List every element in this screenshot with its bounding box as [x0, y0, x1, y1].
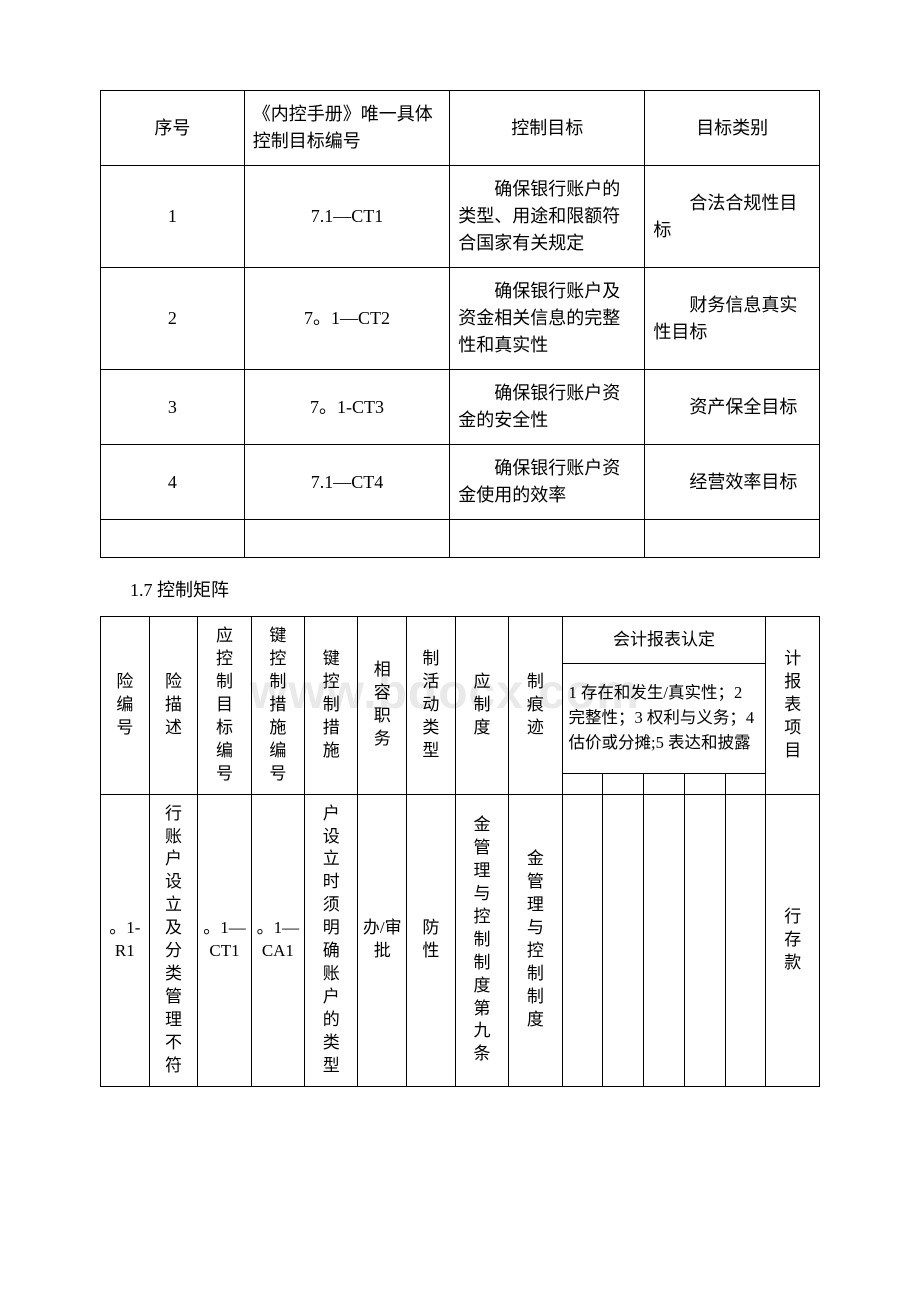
- table-empty-row: [101, 520, 820, 558]
- cell-code: 7.1—CT1: [244, 166, 449, 268]
- header-measure-no: 键控制措施编号: [251, 617, 304, 795]
- cell-assert-4: [684, 794, 725, 1086]
- header-risk-no: 险编号: [101, 617, 150, 795]
- header-duty: 相容职务: [358, 617, 407, 795]
- control-targets-table: 序号 《内控手册》唯一具体控制目标编号 控制目标 目标类别 1 7.1—CT1 …: [100, 90, 820, 558]
- cell-code: 7.1—CT4: [244, 445, 449, 520]
- cell-assert-1: [562, 794, 603, 1086]
- cell-target: 确保银行账户的类型、用途和限额符合国家有关规定: [450, 166, 645, 268]
- cell-category: 经营效率目标: [645, 445, 820, 520]
- cell-target: 确保银行账户资金的安全性: [450, 370, 645, 445]
- cell-target: 确保银行账户资金使用的效率: [450, 445, 645, 520]
- header-trace: 制痕迹: [509, 617, 562, 795]
- header-risk-desc: 险描述: [149, 617, 198, 795]
- cell-system: 金管理与控制制度第九条: [455, 794, 508, 1086]
- header-assertion-group: 会计报表认定: [562, 617, 766, 664]
- table-row: 2 7。1—CT2 确保银行账户及资金相关信息的完整性和真实性 财务信息真实性目…: [101, 268, 820, 370]
- cell-report-item: 行存款: [766, 794, 820, 1086]
- matrix-data-row: 。1-R1 行账户设立及分类管理不符 。1—CT1 。1—CA1 户设立时须明确…: [101, 794, 820, 1086]
- cell-category: 合法合规性目标: [645, 166, 820, 268]
- cell-code: 7。1-CT3: [244, 370, 449, 445]
- header-target: 控制目标: [450, 91, 645, 166]
- cell-category: 财务信息真实性目标: [645, 268, 820, 370]
- header-measure: 键控制措施: [305, 617, 358, 795]
- header-code: 《内控手册》唯一具体控制目标编号: [244, 91, 449, 166]
- header-target-no: 应控制目标编号: [198, 617, 251, 795]
- header-assert-5: [725, 774, 766, 795]
- header-assert-3: [644, 774, 685, 795]
- cell-target: 确保银行账户及资金相关信息的完整性和真实性: [450, 268, 645, 370]
- cell-risk-desc: 行账户设立及分类管理不符: [149, 794, 198, 1086]
- cell-code: 7。1—CT2: [244, 268, 449, 370]
- cell-target-no: 。1—CT1: [198, 794, 251, 1086]
- header-seq: 序号: [101, 91, 245, 166]
- table-row: 4 7.1—CT4 确保银行账户资金使用的效率 经营效率目标: [101, 445, 820, 520]
- cell-assert-2: [603, 794, 644, 1086]
- cell-measure-no: 。1—CA1: [251, 794, 304, 1086]
- cell-measure: 户设立时须明确账户的类型: [305, 794, 358, 1086]
- header-assert-4: [684, 774, 725, 795]
- cell-duty: 办/审批: [358, 794, 407, 1086]
- cell-seq: 3: [101, 370, 245, 445]
- cell-seq: 2: [101, 268, 245, 370]
- cell-seq: 4: [101, 445, 245, 520]
- matrix-header-row-1: 险编号 险描述 应控制目标编号 键控制措施编号 键控制措施 相容职务 制活动类型…: [101, 617, 820, 664]
- cell-activity-type: 防性: [407, 794, 456, 1086]
- cell-assert-3: [644, 794, 685, 1086]
- header-category: 目标类别: [645, 91, 820, 166]
- header-system: 应制度: [455, 617, 508, 795]
- cell-risk-no: 。1-R1: [101, 794, 150, 1086]
- cell-trace: 金管理与控制制度: [509, 794, 562, 1086]
- header-report-item: 计报表项目: [766, 617, 820, 795]
- cell-category: 资产保全目标: [645, 370, 820, 445]
- header-assert-2: [603, 774, 644, 795]
- cell-seq: 1: [101, 166, 245, 268]
- control-matrix-table: 险编号 险描述 应控制目标编号 键控制措施编号 键控制措施 相容职务 制活动类型…: [100, 616, 820, 1087]
- table-row: 1 7.1—CT1 确保银行账户的类型、用途和限额符合国家有关规定 合法合规性目…: [101, 166, 820, 268]
- cell-assert-5: [725, 794, 766, 1086]
- table-row: 3 7。1-CT3 确保银行账户资金的安全性 资产保全目标: [101, 370, 820, 445]
- section-title: 1.7 控制矩阵: [100, 558, 820, 616]
- table-header-row: 序号 《内控手册》唯一具体控制目标编号 控制目标 目标类别: [101, 91, 820, 166]
- header-activity-type: 制活动类型: [407, 617, 456, 795]
- header-assert-1: [562, 774, 603, 795]
- header-assertion-note: 1 存在和发生/真实性；2 完整性；3 权利与义务；4 估价或分摊;5 表达和披…: [562, 664, 766, 774]
